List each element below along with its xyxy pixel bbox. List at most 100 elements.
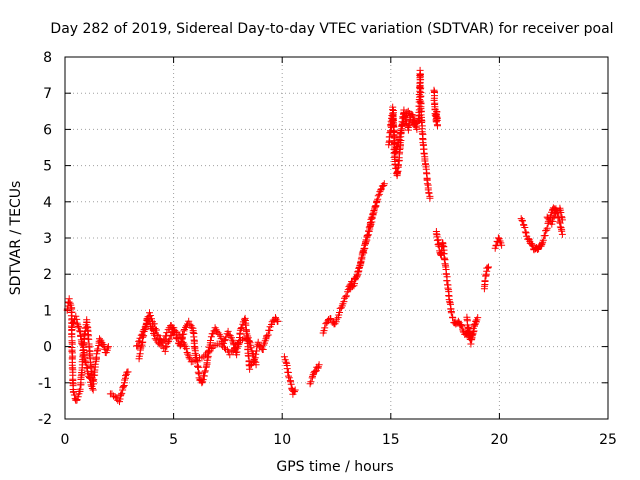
data-point [538, 240, 546, 248]
data-point [522, 229, 530, 237]
data-point [96, 335, 103, 343]
x-axis-label: GPS time / hours [276, 459, 393, 475]
data-point [291, 388, 298, 396]
data-point [201, 367, 209, 375]
data-point [177, 333, 185, 341]
data-point [224, 327, 232, 335]
data-point [519, 217, 526, 225]
data-point [119, 383, 127, 391]
data-point [254, 338, 262, 346]
data-point [372, 202, 380, 210]
data-point [156, 340, 164, 348]
data-point [153, 326, 160, 334]
y-tick-label: -1 [38, 376, 52, 392]
data-point [235, 340, 243, 348]
y-tick-label: 6 [43, 122, 52, 138]
data-point [363, 232, 371, 239]
x-tick-label: 15 [382, 432, 400, 448]
data-point [88, 385, 96, 392]
data-point [353, 273, 361, 281]
data-point [458, 322, 466, 330]
data-point [185, 354, 193, 362]
data-point [315, 361, 323, 369]
data-point [65, 295, 73, 303]
data-point [170, 324, 178, 332]
data-point [104, 344, 112, 352]
data-point [163, 329, 171, 337]
data-point [139, 333, 147, 341]
data-point [239, 336, 246, 344]
data-point [418, 119, 426, 126]
data-point [370, 208, 378, 216]
data-point [285, 374, 293, 382]
data-point [408, 111, 416, 119]
data-point [426, 194, 434, 202]
data-point [432, 110, 440, 118]
data-point [247, 344, 255, 352]
data-point [208, 345, 216, 352]
data-point [469, 324, 477, 332]
data-point [160, 336, 168, 344]
data-point [167, 331, 175, 339]
data-point [167, 332, 175, 340]
data-point [121, 376, 129, 384]
data-point [380, 180, 388, 188]
data-point [238, 324, 246, 332]
data-point [397, 126, 405, 134]
data-point [550, 213, 558, 221]
data-point [91, 360, 99, 368]
data-point [321, 324, 329, 332]
data-point [72, 312, 80, 320]
data-point [246, 365, 254, 373]
data-point [184, 350, 192, 358]
data-point [77, 332, 85, 340]
data-point [468, 331, 476, 339]
data-point [89, 386, 97, 394]
data-point [393, 168, 401, 176]
data-point [352, 275, 359, 283]
data-point [351, 276, 359, 284]
data-point [104, 343, 112, 351]
data-point [394, 161, 402, 169]
data-point [362, 236, 370, 244]
data-point [399, 120, 407, 128]
data-point [411, 122, 419, 130]
y-tick-label: 5 [43, 159, 52, 175]
x-tick-label: 25 [599, 432, 617, 448]
data-point [549, 214, 557, 222]
data-point [467, 340, 475, 348]
x-tick-label: 20 [490, 432, 508, 448]
y-tick-label: 3 [43, 231, 52, 247]
data-point [391, 152, 399, 160]
data-point [200, 352, 208, 360]
data-point [78, 340, 86, 348]
data-point [249, 352, 257, 360]
data-point [413, 125, 421, 133]
data-point [229, 348, 237, 356]
data-point [117, 391, 125, 399]
x-tick-label: 5 [169, 432, 178, 448]
data-point [521, 224, 529, 231]
data-point [182, 345, 190, 353]
data-point [166, 335, 174, 343]
data-point [484, 264, 492, 272]
data-point [543, 224, 551, 232]
data-point [333, 315, 341, 323]
data-point [471, 320, 479, 328]
data-point [380, 182, 388, 189]
data-point [340, 298, 348, 306]
data-point [433, 236, 441, 244]
y-tick-label: 8 [43, 50, 52, 66]
data-point [342, 292, 350, 300]
data-point [395, 133, 403, 141]
data-point [150, 330, 158, 337]
data-point [373, 198, 381, 206]
data-point [272, 314, 279, 322]
data-point [360, 245, 368, 253]
data-point [183, 349, 191, 356]
data-point [280, 353, 288, 361]
y-tick-label: 4 [43, 195, 52, 211]
data-point [80, 354, 88, 362]
data-point [534, 246, 542, 253]
